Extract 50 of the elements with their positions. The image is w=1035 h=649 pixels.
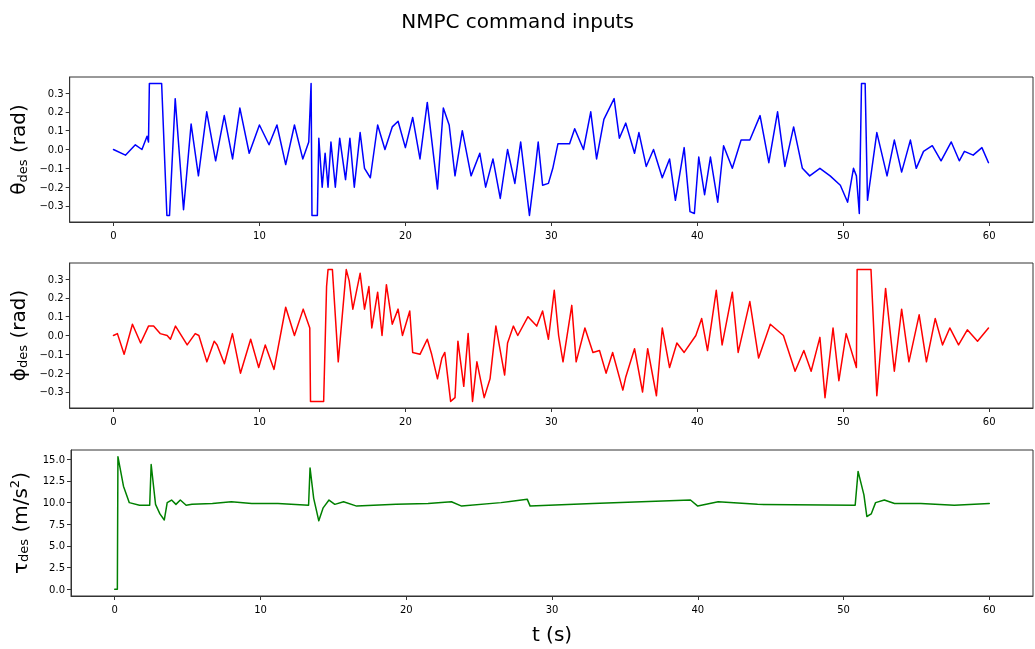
line-series: [113, 455, 991, 591]
x-tick-label: 30: [544, 229, 558, 241]
y-tick-label: 0.2: [47, 292, 64, 304]
y-tick-label: −0.1: [39, 162, 64, 174]
x-axis-title: t (s): [531, 622, 573, 646]
x-tick-label: 50: [837, 603, 850, 615]
x-tick-label: 50: [836, 415, 850, 427]
y-tick-label: −0.2: [39, 181, 64, 193]
line-series: [112, 268, 990, 403]
x-tick-label: 30: [545, 603, 559, 615]
y-tick-label: 0.0: [47, 144, 64, 155]
x-tick-label: 0: [110, 229, 117, 241]
x-tick-label: 0: [110, 415, 117, 427]
x-tick-label: 0: [111, 603, 118, 615]
y-tick-label: 0.1: [47, 125, 64, 137]
y-axis-title: θdes (rad): [6, 104, 30, 195]
y-tick-label: 5.0: [49, 540, 65, 552]
y-tick-label: 0.3: [47, 87, 64, 99]
y-tick-label: −0.1: [39, 348, 64, 360]
y-tick-label: 0.2: [47, 106, 64, 118]
x-tick-label: 40: [690, 229, 704, 241]
x-tick-label: 20: [399, 229, 412, 241]
chart-title: NMPC command inputs: [401, 9, 634, 33]
y-tick-label: 0.1: [47, 311, 64, 323]
line-series: [112, 82, 990, 217]
x-tick-label: 40: [691, 603, 705, 615]
x-tick-label: 20: [399, 603, 413, 615]
x-tick-label: 60: [982, 229, 996, 241]
x-tick-label: 60: [982, 603, 996, 615]
x-tick-label: 10: [254, 603, 267, 615]
x-tick-label: 10: [253, 229, 266, 241]
x-tick-label: 10: [253, 415, 266, 427]
y-tick-label: −0.2: [39, 367, 64, 379]
y-tick-label: 2.5: [49, 562, 65, 574]
y-axis-title: τdes (m/s2): [7, 472, 32, 574]
x-tick-label: 50: [836, 229, 850, 241]
y-axis-title: ϕdes (rad): [6, 289, 30, 382]
y-tick-label: 0.0: [47, 330, 64, 341]
y-tick-label: 0.0: [49, 583, 65, 595]
y-tick-label: 0.3: [47, 273, 64, 285]
y-tick-label: 10.0: [42, 497, 65, 509]
y-tick-label: 15.0: [42, 453, 65, 465]
y-tick-label: −0.3: [39, 200, 64, 212]
x-tick-label: 20: [399, 415, 412, 427]
x-tick-label: 60: [982, 415, 996, 427]
y-tick-label: −0.3: [39, 386, 64, 398]
y-tick-label: 12.5: [42, 475, 65, 487]
x-tick-label: 40: [690, 415, 704, 427]
x-tick-label: 30: [544, 415, 558, 427]
y-tick-label: 7.5: [49, 518, 65, 530]
